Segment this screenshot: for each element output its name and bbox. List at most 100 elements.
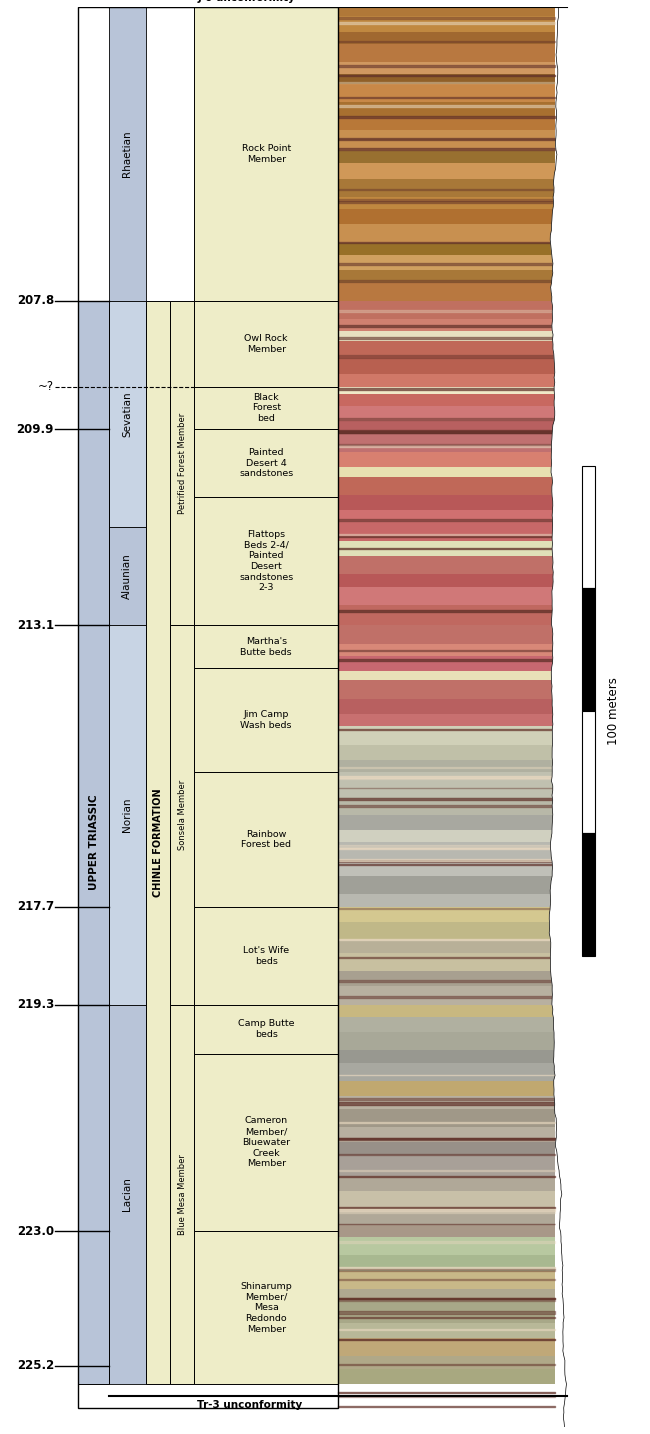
Text: Cameron
Member/
Bluewater
Creek
Member: Cameron Member/ Bluewater Creek Member <box>242 1116 291 1169</box>
Bar <box>338 876 555 895</box>
Bar <box>338 301 555 625</box>
Bar <box>338 842 555 860</box>
Bar <box>338 644 555 655</box>
Bar <box>338 1143 555 1154</box>
Bar <box>109 1005 146 1384</box>
Bar <box>338 860 555 876</box>
Bar <box>338 744 555 760</box>
Bar <box>338 1017 555 1032</box>
Bar <box>338 1271 555 1289</box>
Bar <box>338 452 555 467</box>
Text: Rhaetian: Rhaetian <box>122 130 132 178</box>
Bar <box>338 242 555 255</box>
Text: 209.9: 209.9 <box>16 423 54 436</box>
Bar <box>194 7 338 301</box>
Bar <box>338 163 555 178</box>
Text: Blue Mesa Member: Blue Mesa Member <box>177 1154 187 1235</box>
Text: Camp Butte
beds: Camp Butte beds <box>238 1020 294 1040</box>
Bar <box>338 320 555 331</box>
Bar <box>194 496 338 625</box>
Bar <box>338 476 555 495</box>
Bar <box>338 374 555 387</box>
Text: Norian: Norian <box>122 797 132 832</box>
Text: Lacian: Lacian <box>122 1177 132 1212</box>
Text: Petrified Forest Member: Petrified Forest Member <box>177 413 187 513</box>
Bar <box>338 952 555 971</box>
Bar <box>338 1192 555 1210</box>
Bar <box>338 830 555 842</box>
Bar <box>338 44 555 62</box>
Bar <box>338 282 555 301</box>
Bar <box>582 833 595 955</box>
Bar <box>338 341 555 356</box>
Text: Rock Point
Member: Rock Point Member <box>242 145 291 163</box>
Bar <box>338 680 555 698</box>
Bar <box>338 1081 555 1097</box>
Text: Tr-3 unconformity: Tr-3 unconformity <box>198 1400 303 1410</box>
Bar <box>338 771 555 796</box>
Bar <box>78 7 338 1408</box>
Bar <box>338 1357 555 1368</box>
Bar <box>194 1005 338 1054</box>
Bar <box>338 1256 555 1271</box>
Bar <box>338 655 555 671</box>
Bar <box>338 1210 555 1225</box>
Text: Sonsela Member: Sonsela Member <box>177 780 187 850</box>
Text: 219.3: 219.3 <box>17 998 54 1011</box>
Text: 225.2: 225.2 <box>17 1359 54 1372</box>
Bar <box>194 906 338 1005</box>
Bar <box>338 1097 555 1108</box>
Bar <box>338 331 555 341</box>
Bar <box>338 1108 555 1127</box>
Bar <box>338 605 555 627</box>
Bar <box>194 1230 338 1384</box>
Bar <box>109 7 146 301</box>
Bar <box>338 575 555 587</box>
Bar <box>338 406 555 422</box>
Bar <box>338 760 555 771</box>
Text: 223.0: 223.0 <box>17 1225 54 1238</box>
Bar <box>338 83 555 102</box>
Bar <box>338 433 555 452</box>
Bar <box>338 1238 555 1256</box>
Bar <box>338 511 555 522</box>
Bar <box>338 895 555 906</box>
Bar <box>338 714 555 726</box>
Bar <box>109 301 146 528</box>
Bar <box>338 102 555 118</box>
Bar <box>170 1005 194 1384</box>
Bar <box>338 1005 555 1017</box>
Bar <box>338 495 555 511</box>
Bar <box>194 1054 338 1230</box>
Bar <box>338 796 555 815</box>
Bar <box>194 625 338 668</box>
Text: UPPER TRIASSIC: UPPER TRIASSIC <box>88 794 99 891</box>
Bar <box>338 467 555 476</box>
Bar <box>338 906 555 922</box>
Bar <box>338 587 555 605</box>
Text: Painted
Desert 4
sandstones: Painted Desert 4 sandstones <box>239 447 293 479</box>
Bar <box>338 1338 555 1357</box>
Bar <box>109 528 146 625</box>
Bar <box>338 625 555 644</box>
Bar <box>338 1225 555 1238</box>
Bar <box>338 1302 555 1322</box>
Bar <box>338 209 555 224</box>
Bar <box>338 118 555 129</box>
Text: 217.7: 217.7 <box>17 901 54 913</box>
Text: Sevatian: Sevatian <box>122 391 132 437</box>
Bar <box>338 1127 555 1143</box>
Bar <box>338 1289 555 1302</box>
Bar <box>338 698 555 714</box>
Bar <box>338 129 555 151</box>
Bar <box>78 301 109 1384</box>
Text: Rainbow
Forest bed: Rainbow Forest bed <box>241 829 291 849</box>
Bar <box>338 556 555 575</box>
Bar <box>338 394 555 406</box>
Bar <box>338 987 555 1005</box>
Bar <box>338 726 555 744</box>
Bar <box>338 301 555 320</box>
Text: Lot's Wife
beds: Lot's Wife beds <box>243 946 289 965</box>
Bar <box>194 387 338 429</box>
Bar <box>146 301 170 1384</box>
